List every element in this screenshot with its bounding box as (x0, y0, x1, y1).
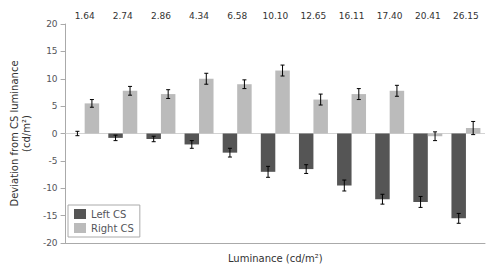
svg-text:10.10: 10.10 (262, 11, 288, 21)
svg-text:0: 0 (52, 129, 58, 139)
svg-text:2.86: 2.86 (151, 11, 171, 21)
svg-text:-10: -10 (43, 183, 58, 193)
svg-text:4.34: 4.34 (189, 11, 209, 21)
svg-text:16.11: 16.11 (339, 11, 365, 21)
svg-text:-15: -15 (43, 211, 58, 221)
svg-text:Right CS: Right CS (91, 223, 134, 234)
svg-text:(cd/m²): (cd/m²) (21, 115, 32, 152)
svg-text:-20: -20 (43, 238, 58, 248)
svg-text:Luminance (cd/m²): Luminance (cd/m²) (228, 253, 323, 264)
svg-text:Left CS: Left CS (91, 209, 126, 220)
svg-text:10: 10 (46, 74, 58, 84)
svg-text:26.15: 26.15 (453, 11, 479, 21)
svg-text:5: 5 (52, 101, 58, 111)
svg-text:-5: -5 (49, 156, 58, 166)
svg-text:20: 20 (46, 19, 58, 29)
svg-text:12.65: 12.65 (301, 11, 327, 21)
svg-text:17.40: 17.40 (377, 11, 403, 21)
svg-text:20.41: 20.41 (415, 11, 441, 21)
svg-text:6.58: 6.58 (227, 11, 247, 21)
svg-text:1.64: 1.64 (75, 11, 95, 21)
svg-text:Deviation from CS luminance: Deviation from CS luminance (9, 60, 20, 206)
svg-text:2.74: 2.74 (113, 11, 133, 21)
svg-text:15: 15 (46, 46, 57, 56)
